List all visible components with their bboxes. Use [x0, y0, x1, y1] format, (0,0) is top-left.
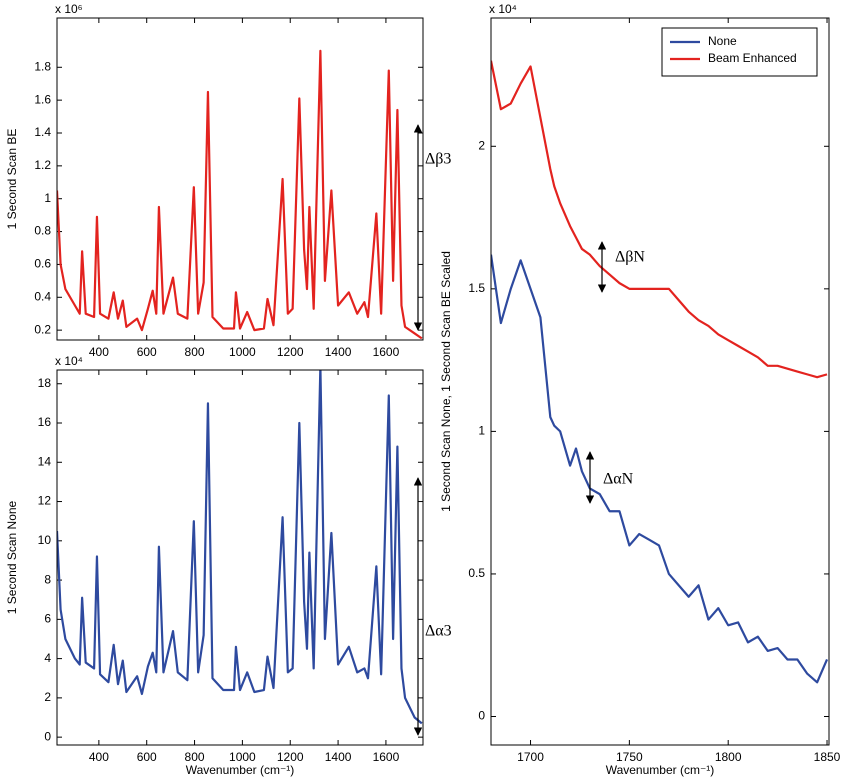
legend-label: None [708, 34, 737, 48]
y-tick-label: 0 [44, 729, 51, 743]
x-tick-label: 1700 [517, 750, 544, 764]
data-line [57, 370, 423, 725]
plot-frame [56, 17, 424, 341]
y-tick-label: 18 [38, 376, 52, 390]
y-tick-label: 10 [38, 533, 52, 547]
y-tick-label: 0.8 [34, 224, 51, 238]
annotation: ΔβN [615, 249, 645, 266]
data-line [57, 49, 423, 340]
y-tick-label: 0.4 [34, 289, 51, 303]
x-tick-label: 1000 [229, 750, 256, 764]
y-tick-label: 2 [44, 690, 51, 704]
x-axis-label: Wavenumber (cm⁻¹) [186, 763, 295, 777]
y-tick-label: 16 [38, 415, 52, 429]
y-exponent: x 10⁴ [55, 354, 83, 368]
y-tick-label: 2 [478, 138, 485, 152]
plot-area [57, 18, 423, 340]
y-axis-label: 1 Second Scan None, 1 Second Scan BE Sca… [439, 251, 453, 512]
plot-frame [56, 369, 424, 746]
x-tick-label: 400 [89, 750, 109, 764]
x-tick-label: 1200 [277, 345, 304, 359]
x-tick-label: 1000 [229, 345, 256, 359]
y-tick-label: 4 [44, 651, 51, 665]
annotation: Δβ3 [425, 151, 451, 168]
x-tick-label: 1800 [715, 750, 742, 764]
x-tick-label: 1400 [325, 345, 352, 359]
x-tick-label: 400 [89, 345, 109, 359]
x-tick-label: 600 [137, 345, 157, 359]
y-tick-label: 1.4 [34, 125, 51, 139]
data-line [491, 60, 828, 379]
y-tick-label: 6 [44, 612, 51, 626]
y-tick-label: 14 [38, 454, 52, 468]
x-tick-label: 1600 [373, 345, 400, 359]
x-tick-label: 800 [185, 750, 205, 764]
y-axis-label: 1 Second Scan None [5, 500, 19, 614]
x-tick-label: 800 [185, 345, 205, 359]
x-tick-label: 1850 [814, 750, 841, 764]
x-tick-label: 1600 [373, 750, 400, 764]
y-tick-label: 0 [478, 709, 485, 723]
y-tick-label: 1.8 [34, 59, 51, 73]
x-axis-label: Wavenumber (cm⁻¹) [606, 763, 715, 777]
y-tick-label: 1 [44, 191, 51, 205]
y-tick-label: 8 [44, 572, 51, 586]
legend-box [661, 27, 818, 77]
y-tick-label: 0.5 [468, 566, 485, 580]
y-exponent: x 10⁴ [489, 2, 517, 16]
y-tick-label: 1 [478, 424, 485, 438]
y-tick-label: 1.6 [34, 92, 51, 106]
y-tick-label: 12 [38, 494, 52, 508]
x-tick-label: 1750 [616, 750, 643, 764]
data-line [491, 254, 829, 684]
x-tick-label: 600 [137, 750, 157, 764]
y-tick-label: 1.2 [34, 158, 51, 172]
x-tick-label: 1200 [277, 750, 304, 764]
annotation: ΔαN [603, 471, 634, 488]
legend-label: Beam Enhanced [708, 51, 797, 65]
plot-frame [490, 17, 830, 746]
y-tick-label: 1.5 [468, 281, 485, 295]
y-axis-label: 1 Second Scan BE [5, 129, 19, 230]
y-tick-label: 0.2 [34, 322, 51, 336]
annotation: Δα3 [425, 623, 452, 640]
y-exponent: x 10⁶ [55, 2, 83, 16]
y-tick-label: 0.6 [34, 257, 51, 271]
x-tick-label: 1400 [325, 750, 352, 764]
